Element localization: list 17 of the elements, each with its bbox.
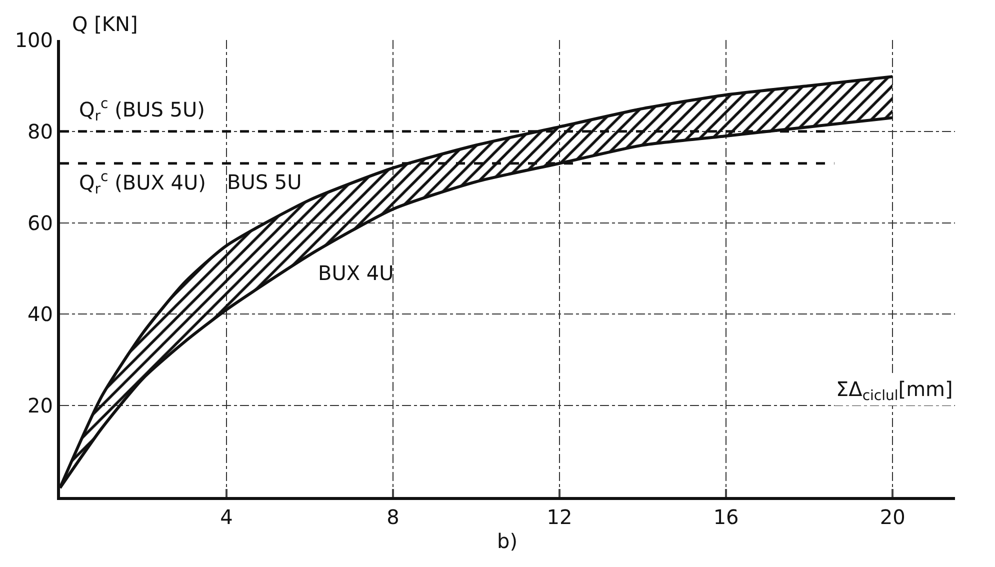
series-label: BUX 4U bbox=[318, 261, 394, 285]
y-tick-label: 80 bbox=[28, 119, 53, 144]
ref-line-label: Q$_{r}$$^{c}$ (BUX 4U) bbox=[79, 169, 206, 198]
x-tick-label: 8 bbox=[386, 505, 400, 529]
series-label: BUS 5U bbox=[227, 170, 302, 194]
y-tick-label: 60 bbox=[28, 210, 53, 235]
y-tick-label: 40 bbox=[28, 302, 53, 326]
x-tick-label: 20 bbox=[880, 505, 906, 529]
x-tick-label: 4 bbox=[220, 505, 233, 529]
y-tick-label: 100 bbox=[14, 28, 53, 52]
x-tick-label: 16 bbox=[713, 505, 739, 529]
x-tick-label: 12 bbox=[546, 505, 572, 529]
text: b) bbox=[497, 529, 518, 553]
y-tick-label: 20 bbox=[28, 394, 53, 418]
ref-line-label: Q$_{r}$$^{c}$ (BUS 5U) bbox=[79, 96, 205, 125]
y-axis-title: Q [KN] bbox=[72, 12, 138, 36]
x-axis-title: ΣΔ$_{ciclul}$[mm] bbox=[836, 377, 953, 404]
